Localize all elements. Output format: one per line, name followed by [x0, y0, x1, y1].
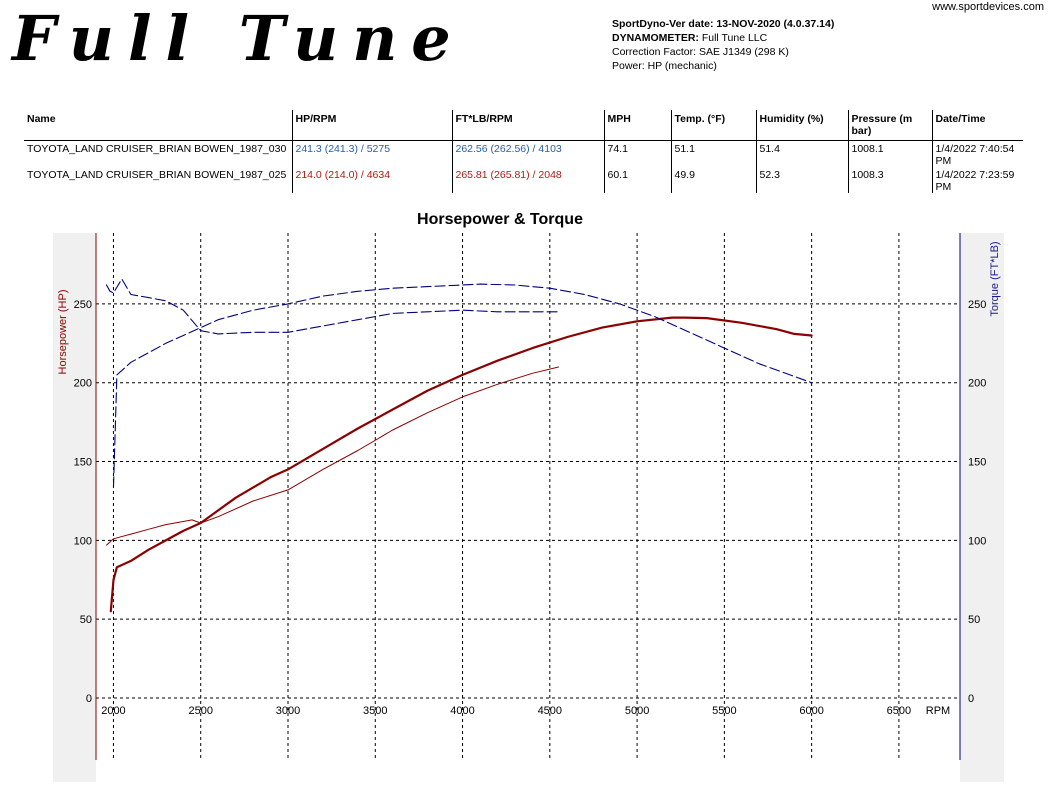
left-gutter: [53, 233, 96, 782]
col-pressure: Pressure (m bar): [847, 110, 932, 141]
y-tick-label-right: 150: [968, 457, 986, 469]
power-mode: Power: HP (mechanic): [612, 60, 717, 72]
x-tick-label: 5000: [625, 705, 649, 717]
y-tick-label-left: 200: [74, 378, 92, 390]
run-pressure: 1008.3: [847, 167, 932, 193]
x-tick-label: 6500: [887, 705, 911, 717]
y-axis-label-right: Torque (FT*LB): [989, 241, 1001, 316]
col-temp: Temp. (°F): [670, 110, 756, 141]
right-gutter: [960, 233, 1004, 782]
run-torque: 265.81 (265.81) / 2048: [451, 167, 604, 193]
col-hp-rpm: HP/RPM: [291, 110, 452, 141]
x-tick-label: 2000: [101, 705, 125, 717]
y-tick-label-left: 150: [74, 457, 92, 469]
runs-table: Name HP/RPM FT*LB/RPM MPH Temp. (°F) Hum…: [24, 110, 1023, 193]
y-tick-label-right: 250: [968, 299, 986, 311]
x-tick-label: 2500: [188, 705, 212, 717]
hp-curve-run-1: [109, 316, 813, 613]
y-tick-label-right: 100: [968, 535, 986, 547]
y-tick-label-left: 0: [86, 693, 92, 705]
table-header-row: Name HP/RPM FT*LB/RPM MPH Temp. (°F) Hum…: [24, 110, 1023, 141]
run-mph: 74.1: [603, 140, 671, 167]
run-humidity: 51.4: [755, 140, 848, 167]
y-tick-label-left: 250: [74, 299, 92, 311]
logo: Full Tune: [10, 4, 465, 74]
torque-curve-run-2: [105, 278, 560, 335]
col-mph: MPH: [603, 110, 671, 141]
run-torque: 262.56 (262.56) / 4103: [451, 140, 604, 167]
y-tick-label-left: 100: [74, 535, 92, 547]
col-name: Name: [24, 110, 292, 141]
run-hp: 241.3 (241.3) / 5275: [291, 140, 452, 167]
col-humidity: Humidity (%): [755, 110, 848, 141]
run-name: TOYOTA_LAND CRUISER_BRIAN BOWEN_1987_025: [27, 169, 287, 181]
x-tick-label: 6000: [799, 705, 823, 717]
dyno-label: DYNAMOMETER:: [612, 32, 699, 44]
header-info: SportDyno-Ver date: 13-NOV-2020 (4.0.37.…: [612, 17, 834, 73]
run-mph: 60.1: [603, 167, 671, 193]
run-name: TOYOTA_LAND CRUISER_BRIAN BOWEN_1987_030: [27, 143, 287, 155]
run-pressure: 1008.1: [847, 140, 932, 167]
correction-factor: Correction Factor: SAE J1349 (298 K): [612, 46, 789, 58]
version-label: SportDyno-Ver date: 13-NOV-2020 (4.0.37.…: [612, 18, 835, 30]
table-row: TOYOTA_LAND CRUISER_BRIAN BOWEN_1987_030…: [24, 140, 1023, 167]
run-datetime: 1/4/2022 7:40:54 PM: [931, 140, 1023, 167]
y-tick-label-left: 50: [80, 614, 92, 626]
run-temp: 51.1: [670, 140, 756, 167]
hp-curve-run-2: [106, 366, 559, 546]
x-tick-label: 3000: [276, 705, 300, 717]
y-tick-label-right: 200: [968, 378, 986, 390]
site-url: www.sportdevices.com: [932, 1, 1044, 13]
x-tick-label: 4500: [538, 705, 562, 717]
y-tick-label-right: 50: [968, 614, 980, 626]
run-temp: 49.9: [670, 167, 756, 193]
dyno-value: Full Tune LLC: [701, 32, 768, 44]
col-datetime: Date/Time: [931, 110, 1023, 141]
col-ftlb-rpm: FT*LB/RPM: [451, 110, 604, 141]
table-row: TOYOTA_LAND CRUISER_BRIAN BOWEN_1987_025…: [24, 167, 1023, 193]
torque-curve-run-1: [112, 283, 813, 488]
logo-text: Full Tune: [10, 4, 465, 74]
x-axis-label: RPM: [926, 705, 950, 717]
run-hp: 214.0 (214.0) / 4634: [291, 167, 452, 193]
x-tick-label: 3500: [363, 705, 387, 717]
run-humidity: 52.3: [755, 167, 848, 193]
y-axis-label-left: Horsepower (HP): [57, 290, 69, 375]
run-datetime: 1/4/2022 7:23:59 PM: [931, 167, 1023, 193]
x-tick-label: 5500: [712, 705, 736, 717]
y-tick-label-right: 0: [968, 693, 974, 705]
chart-title: Horsepower & Torque: [417, 211, 583, 228]
x-tick-label: 4000: [450, 705, 474, 717]
